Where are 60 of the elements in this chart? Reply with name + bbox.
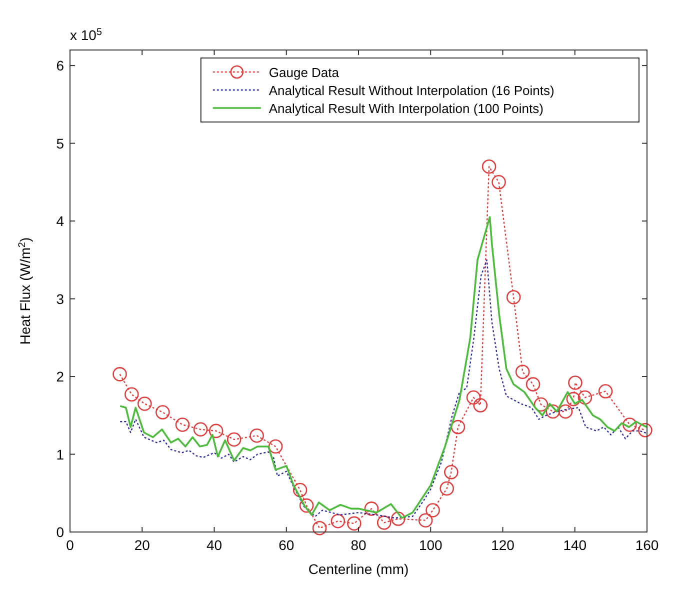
point xyxy=(506,290,521,304)
point xyxy=(364,502,379,516)
x-tick-label: 40 xyxy=(206,537,222,553)
point xyxy=(208,424,224,438)
x-tick-label: 0 xyxy=(66,537,74,553)
x-tick-label: 140 xyxy=(563,537,587,553)
y-tick-label: 3 xyxy=(56,290,64,307)
point xyxy=(515,364,530,379)
y-tick-label: 1 xyxy=(56,446,64,462)
legend-label: Analytical Result Without Interpolation (16 Points) xyxy=(268,83,554,98)
point xyxy=(391,512,406,526)
text: x 10$^{5}$ xyxy=(70,26,102,43)
point xyxy=(558,404,573,419)
point xyxy=(226,432,242,447)
point xyxy=(444,464,458,480)
point xyxy=(450,420,466,434)
point xyxy=(347,516,362,531)
x-tick-label: 80 xyxy=(350,537,366,553)
point xyxy=(112,367,127,382)
legend-label: Gauge Data xyxy=(268,65,340,80)
point xyxy=(376,516,392,530)
x-tick-label: 100 xyxy=(418,537,443,553)
y-tick-label: 6 xyxy=(56,58,64,74)
y-tick-label: 4 xyxy=(56,213,64,230)
point xyxy=(292,482,308,498)
point xyxy=(473,398,488,412)
point xyxy=(268,439,283,454)
point xyxy=(598,384,613,398)
point xyxy=(193,422,208,437)
point xyxy=(482,159,496,174)
point xyxy=(418,513,433,528)
point xyxy=(138,396,152,411)
legend-label: Analytical Result With Interpolation (100 Points) xyxy=(268,101,544,116)
point xyxy=(566,392,581,406)
x-tick-label: 120 xyxy=(491,537,515,553)
y-tick-label: 2 xyxy=(56,368,64,385)
point xyxy=(638,423,652,438)
point xyxy=(250,428,264,443)
point xyxy=(492,175,506,190)
point xyxy=(426,503,440,518)
x-tick-label: 20 xyxy=(134,537,150,553)
point xyxy=(622,418,637,432)
y-tick-label: 5 xyxy=(56,135,64,152)
x-axis-title: Centerline (mm) xyxy=(308,561,409,577)
point xyxy=(156,405,170,420)
point xyxy=(312,520,327,536)
point xyxy=(466,390,481,405)
point xyxy=(578,390,592,405)
point xyxy=(526,377,540,392)
point xyxy=(534,397,548,412)
point xyxy=(330,514,346,528)
x-tick-label: 60 xyxy=(278,537,294,553)
y-tick-label: 0 xyxy=(56,524,64,540)
point xyxy=(568,376,582,390)
point xyxy=(175,418,190,432)
point xyxy=(299,498,314,513)
point xyxy=(440,481,454,496)
point xyxy=(124,387,139,402)
point xyxy=(546,404,560,419)
x-tick-label: 160 xyxy=(635,537,659,553)
